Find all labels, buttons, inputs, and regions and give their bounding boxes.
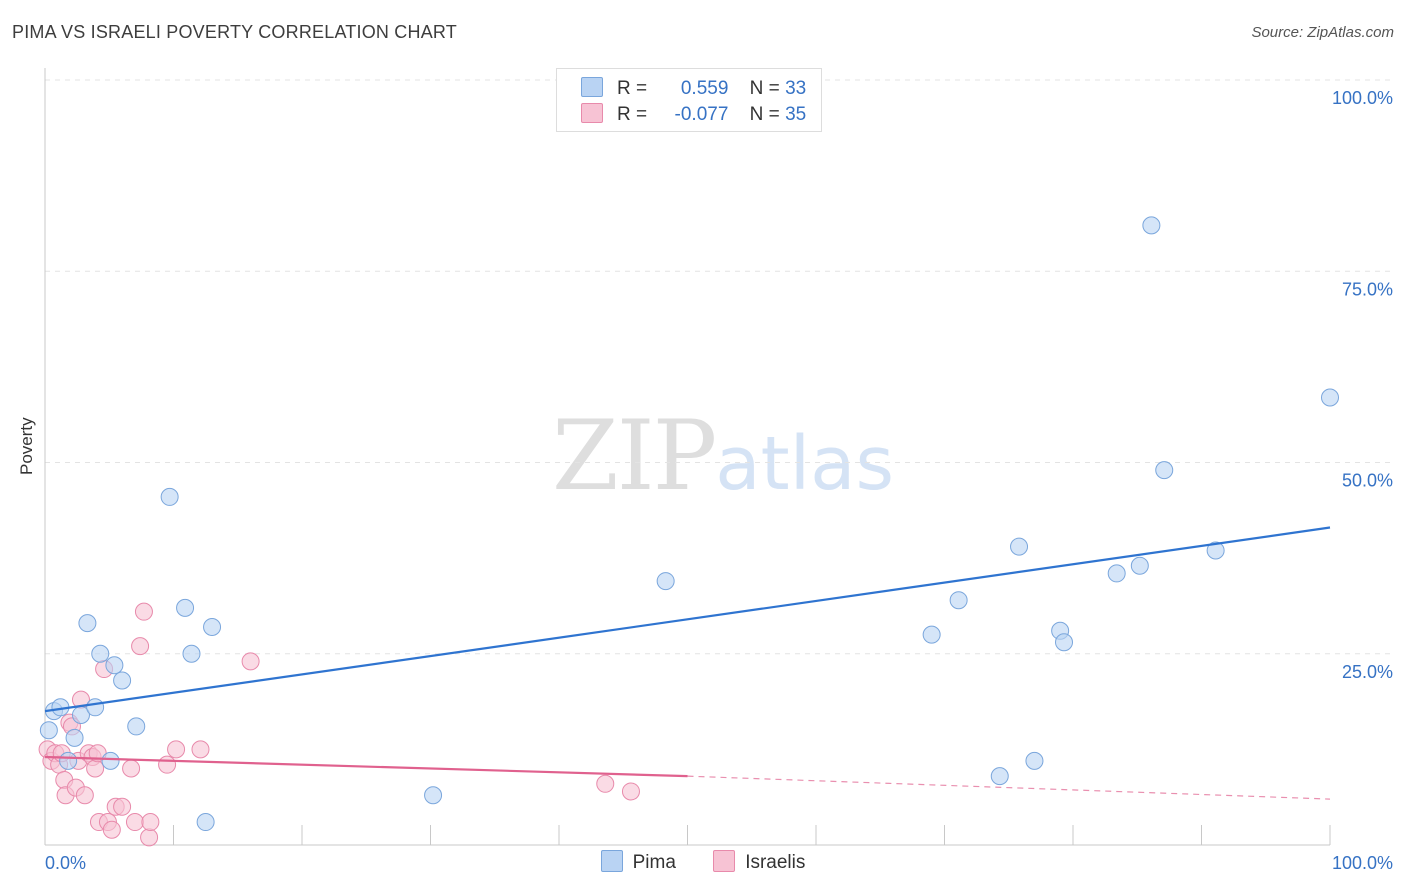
point-pima <box>1155 461 1174 480</box>
point-israelis <box>141 813 160 832</box>
point-pima <box>1107 564 1126 583</box>
point-pima <box>101 751 120 770</box>
point-israelis <box>86 759 105 778</box>
point-israelis <box>596 774 615 793</box>
chart-title: PIMA VS ISRAELI POVERTY CORRELATION CHAR… <box>12 22 457 42</box>
watermark: ZIPatlas <box>552 400 894 512</box>
point-israelis <box>134 602 153 621</box>
point-israelis <box>125 813 144 832</box>
legend-pima-r-value: 0.559 <box>680 78 729 99</box>
series-label-pima: Pima <box>632 852 676 873</box>
point-pima <box>424 786 443 805</box>
point-israelis <box>131 637 150 656</box>
trendline-pima <box>44 526 1331 713</box>
point-pima <box>203 617 222 636</box>
series-legend-pima: Pima <box>600 850 676 874</box>
point-israelis <box>167 740 186 759</box>
point-pima <box>113 671 132 690</box>
point-pima <box>65 728 84 747</box>
point-pima <box>196 813 215 832</box>
correlation-legend: R = 0.559 N = 33 R = -0.077 N = 35 <box>556 68 822 132</box>
legend-israelis-r-label: R = <box>617 104 648 125</box>
point-israelis <box>122 759 141 778</box>
legend-pima-n-label: N = <box>749 78 780 99</box>
point-israelis <box>113 797 132 816</box>
point-pima <box>1025 751 1044 770</box>
legend-israelis-n-value: 35 <box>785 104 807 125</box>
point-pima <box>949 591 968 610</box>
point-israelis <box>241 652 260 671</box>
point-pima <box>91 644 110 663</box>
legend-israelis-n-label: N = <box>749 104 780 125</box>
point-israelis <box>158 755 177 774</box>
y-tick-label: 100.0% <box>1332 88 1393 108</box>
legend-swatch-israelis <box>581 103 603 123</box>
point-pima <box>39 721 58 740</box>
point-pima <box>86 698 105 717</box>
series-legend-israelis: Israelis <box>713 850 805 874</box>
watermark-zip: ZIP <box>552 400 717 512</box>
legend-pima-n-value: 33 <box>785 78 807 99</box>
point-pima <box>78 614 97 633</box>
point-pima <box>1321 388 1339 407</box>
y-tick-label: 25.0% <box>1342 662 1393 682</box>
y-tick-label: 50.0% <box>1342 471 1393 491</box>
point-pima <box>922 625 941 644</box>
point-israelis <box>621 782 640 801</box>
legend-israelis-r-value: -0.077 <box>674 104 729 125</box>
legend-pima-r-label: R = <box>617 78 648 99</box>
x-tick-label: 0.0% <box>45 853 86 873</box>
point-pima <box>176 598 195 617</box>
point-pima <box>160 487 179 506</box>
y-tick-label: 75.0% <box>1342 279 1393 299</box>
x-tick-label: 100.0% <box>1332 853 1393 873</box>
point-israelis <box>140 828 159 847</box>
trendline-dashed-israelis <box>687 775 1331 800</box>
point-israelis <box>191 740 210 759</box>
point-pima <box>59 751 78 770</box>
point-pima <box>1010 537 1029 556</box>
point-israelis <box>102 820 121 839</box>
trendline-israelis <box>44 755 688 778</box>
legend-swatch-pima <box>581 77 603 97</box>
source-label: Source: ZipAtlas.com <box>1251 24 1394 41</box>
series-swatch-pima <box>600 850 623 872</box>
point-pima <box>105 656 124 675</box>
point-pima <box>182 644 201 663</box>
series-label-israelis: Israelis <box>745 852 806 873</box>
legend-row-israelis: R = -0.077 N = 35 <box>581 103 806 127</box>
legend-row-pima: R = 0.559 N = 33 <box>581 77 806 101</box>
point-israelis <box>75 786 94 805</box>
point-pima <box>990 767 1009 786</box>
point-pima <box>127 717 146 736</box>
point-pima <box>1055 633 1074 652</box>
series-swatch-israelis <box>713 850 736 872</box>
point-pima <box>656 572 675 591</box>
point-pima <box>1130 556 1149 575</box>
series-legend: Pima Israelis <box>0 850 1406 874</box>
watermark-atlas: atlas <box>715 421 895 507</box>
point-pima <box>1142 216 1161 235</box>
point-pima <box>1206 541 1225 560</box>
